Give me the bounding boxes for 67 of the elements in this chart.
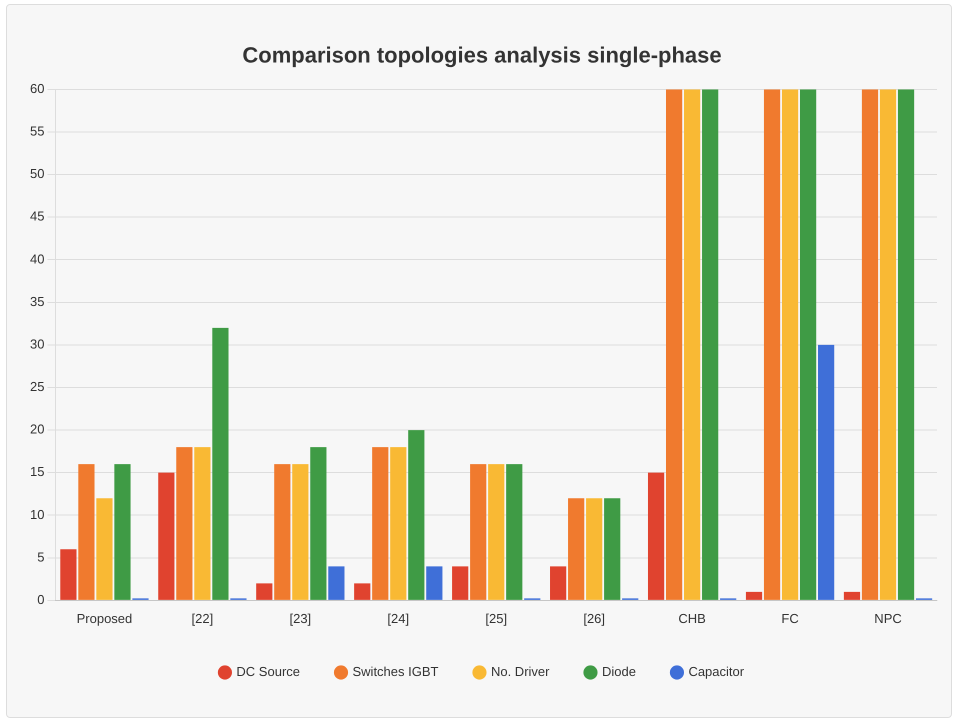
bar (684, 89, 700, 600)
y-tick-label: 0 (37, 592, 44, 607)
bar (354, 583, 370, 600)
y-tick-label: 25 (30, 379, 44, 394)
bar (114, 464, 131, 600)
x-tick-label: Proposed (76, 610, 132, 626)
bar (390, 447, 406, 600)
bar (256, 583, 272, 600)
x-tick-label: NPC (874, 610, 902, 626)
bar (782, 89, 798, 600)
bar (470, 464, 486, 600)
bar (176, 447, 192, 600)
bar (550, 566, 566, 600)
y-tick-label: 45 (30, 208, 44, 224)
bar (372, 447, 388, 600)
y-tick-label: 40 (30, 251, 44, 266)
legend-label: Switches IGBT (352, 664, 439, 680)
bar (844, 592, 860, 600)
bar (702, 89, 718, 600)
bar (310, 447, 326, 600)
bar (862, 89, 878, 600)
bar (818, 344, 834, 600)
bar (880, 89, 896, 600)
bar (158, 472, 174, 600)
bar (898, 89, 914, 600)
bar (800, 89, 816, 600)
y-tick-label: 10 (30, 506, 44, 522)
y-tick-label: 5 (37, 549, 44, 564)
y-tick-label: 60 (30, 80, 44, 96)
legend-label: Diode (602, 664, 636, 680)
y-tick-label: 35 (30, 294, 44, 309)
bar (408, 430, 424, 600)
x-tick-label: [25] (485, 610, 508, 626)
bar (764, 89, 780, 600)
x-tick-label: CHB (678, 610, 706, 626)
bar (328, 566, 344, 600)
bar (194, 447, 210, 600)
bar (506, 464, 522, 600)
bar (568, 498, 584, 600)
bar (60, 549, 76, 600)
bar (586, 498, 602, 600)
legend-label: Capacitor (688, 664, 745, 680)
bar (452, 566, 468, 600)
y-tick-label: 15 (30, 464, 44, 480)
bar (488, 464, 504, 600)
x-tick-label: [26] (583, 610, 606, 626)
bar (96, 498, 113, 600)
bar (212, 328, 229, 600)
bar (292, 464, 308, 600)
bar (746, 592, 762, 600)
bar (274, 464, 290, 600)
x-tick-label: [22] (192, 610, 214, 626)
x-tick-label: [24] (387, 610, 410, 626)
bar (426, 566, 442, 600)
bar (604, 498, 620, 600)
legend-label: No. Driver (490, 664, 550, 680)
y-tick-label: 20 (30, 422, 44, 437)
y-tick-label: 55 (30, 124, 44, 139)
y-tick-label: 30 (30, 336, 44, 352)
y-tick-label: 50 (30, 166, 44, 182)
bar (648, 472, 664, 600)
x-tick-label: FC (781, 610, 799, 626)
chart-title: Comparison topologies analysis single-phase (242, 42, 722, 68)
bar (666, 89, 682, 600)
bar (78, 464, 95, 600)
legend-label: DC Source (236, 664, 300, 680)
x-tick-label: [23] (289, 610, 312, 626)
